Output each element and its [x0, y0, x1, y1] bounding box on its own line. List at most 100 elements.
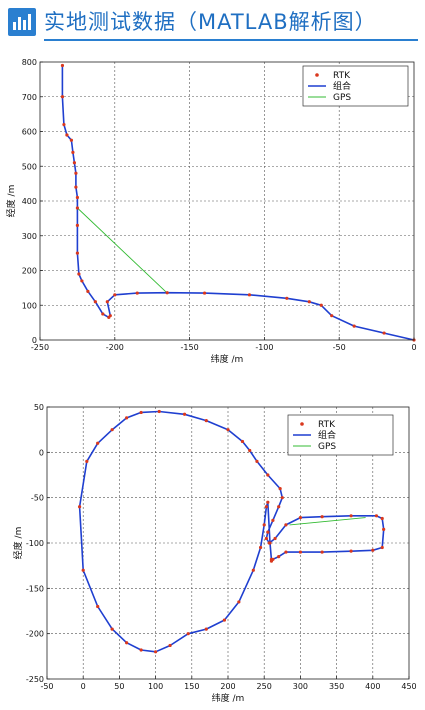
rtk-point	[72, 161, 77, 165]
rtk-point	[266, 500, 270, 504]
trajectory-chart-2: -50 0 50 100 150 200 250 300 350 400 450 -250 -200 -1…	[12, 403, 417, 704]
y-tick-label: 700	[22, 93, 37, 102]
rtk-point	[60, 63, 65, 68]
rtk-point	[202, 291, 207, 295]
y-tick-label: -200	[26, 630, 44, 639]
rtk-point	[226, 428, 230, 432]
rtk-point	[204, 627, 208, 631]
x-tick-label: 450	[401, 682, 416, 691]
rtk-point	[168, 643, 172, 648]
rtk-point	[284, 523, 288, 527]
rtk-point	[105, 300, 109, 304]
rtk-point	[96, 441, 100, 445]
x-tick-label: -50	[40, 682, 53, 691]
y-tick-label: 0	[32, 336, 37, 345]
rtk-point	[278, 487, 282, 491]
bar-chart-icon	[8, 8, 36, 36]
rtk-point	[277, 505, 281, 509]
title-underline	[44, 39, 418, 41]
rtk-point	[125, 416, 129, 420]
y-tick-label: 400	[22, 197, 37, 206]
trajectory-chart-1: -250 -200 -150 -100 -50 0 0 100 200 300 400 500 600 7…	[5, 58, 417, 365]
rtk-point	[271, 518, 275, 522]
rtk-point	[320, 515, 324, 519]
rtk-point	[247, 293, 252, 297]
y-tick-label: 500	[22, 162, 37, 171]
legend-label: GPS	[318, 442, 336, 452]
rtk-point	[251, 568, 255, 572]
page-header: 实地测试数据（MATLAB解析图）	[8, 6, 418, 41]
rtk-point	[268, 541, 272, 545]
x-tick-label: 0	[81, 682, 86, 691]
rtk-point	[266, 530, 270, 534]
series-line-gps	[77, 207, 168, 294]
y-tick-label: 300	[22, 232, 37, 241]
rtk-point	[380, 516, 384, 521]
rtk-point	[255, 459, 259, 463]
series-rtk-points	[77, 409, 386, 654]
rtk-point	[125, 641, 129, 645]
x-tick-label: -250	[31, 343, 49, 352]
rtk-point	[96, 604, 100, 609]
rtk-point	[74, 185, 78, 189]
rtk-point	[60, 95, 65, 99]
series-line-combined	[78, 410, 385, 653]
rtk-point	[307, 300, 311, 304]
rtk-point	[374, 514, 379, 518]
y-tick-label: 200	[22, 267, 37, 276]
rtk-point	[269, 557, 274, 561]
x-tick-label: 100	[148, 682, 163, 691]
rtk-point	[382, 527, 386, 531]
rtk-point	[319, 303, 323, 307]
rtk-point	[320, 550, 324, 554]
rtk-point	[85, 459, 89, 463]
rtk-point	[298, 550, 302, 554]
rtk-point	[285, 296, 289, 300]
x-tick-label: -100	[255, 343, 273, 352]
legend-label: 组合	[318, 429, 336, 441]
series-line-gps	[289, 517, 366, 526]
rtk-point	[330, 314, 334, 318]
rtk-point	[352, 324, 356, 328]
rtk-point	[273, 536, 277, 541]
x-tick-label: -50	[333, 343, 346, 352]
legend-label: 组合	[333, 80, 351, 92]
y-tick-label: 0	[39, 448, 44, 457]
grid	[47, 407, 409, 679]
x-tick-label: -200	[106, 343, 124, 352]
legend-label: RTK	[333, 71, 351, 81]
y-tick-label: -250	[26, 675, 44, 684]
rtk-point	[81, 568, 85, 572]
rtk-point	[154, 650, 158, 654]
x-tick-label: 0	[411, 343, 416, 352]
rtk-point	[262, 523, 266, 527]
rtk-point	[157, 409, 161, 414]
rtk-point	[135, 291, 139, 295]
y-tick-label: 800	[22, 58, 37, 67]
legend-marker-rtk	[300, 422, 304, 426]
y-tick-label: 100	[22, 301, 37, 310]
rtk-point	[382, 331, 386, 335]
y-tick-label: 600	[22, 128, 37, 137]
rtk-point	[264, 505, 268, 509]
rtk-point	[380, 545, 384, 550]
series-rtk-points	[60, 63, 416, 342]
rtk-point	[74, 171, 78, 175]
y-tick-label: -50	[31, 494, 44, 503]
rtk-point	[266, 473, 270, 477]
page-title: 实地测试数据（MATLAB解析图）	[44, 10, 377, 34]
rtk-point	[204, 419, 208, 423]
rtk-point	[77, 272, 81, 276]
rtk-point	[298, 516, 302, 520]
rtk-point	[371, 548, 375, 552]
rtk-point	[75, 223, 79, 227]
y-tick-label: 50	[34, 403, 44, 412]
rtk-point	[139, 648, 143, 652]
chart-panel-1: -250 -200 -150 -100 -50 0 0 100 200 300 400 500 600 7…	[0, 52, 425, 372]
rtk-point	[258, 545, 263, 550]
y-axis-label: 经度 /m	[5, 185, 17, 218]
rtk-point	[75, 251, 79, 255]
x-tick-label: 250	[257, 682, 272, 691]
